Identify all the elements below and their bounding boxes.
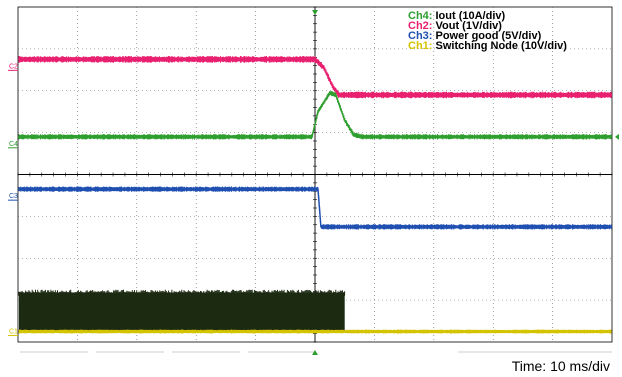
- legend-channel-desc: Iout (10A/div): [436, 10, 506, 22]
- legend-channel-desc: Vout (1V/div): [436, 20, 503, 32]
- time-per-div-label: Time: 10 ms/div: [512, 358, 610, 374]
- legend-channel-desc: Power good (5V/div): [436, 30, 542, 42]
- channel-marker-c3: C3: [9, 193, 18, 200]
- legend-entry: Ch1: Switching Node (10V/div): [408, 40, 567, 52]
- legend-channel-id: Ch3:: [408, 30, 436, 42]
- trace-switching-node-baseline: [18, 329, 612, 334]
- trigger-bottom-marker: [312, 350, 318, 355]
- legend-entry: Ch4: Iout (10A/div): [408, 10, 506, 22]
- legend-entry: Ch2: Vout (1V/div): [408, 20, 502, 32]
- trace-centerline: [18, 188, 612, 228]
- trace-switching-node-spikes: [18, 289, 346, 296]
- legend-channel-desc: Switching Node (10V/div): [436, 40, 568, 52]
- waveform-traces: [18, 56, 612, 334]
- trigger-position-marker: [312, 10, 318, 15]
- channel-marker-c2: C2: [9, 63, 18, 70]
- legend-channel-id: Ch4:: [408, 10, 436, 22]
- legend-channel-id: Ch1:: [408, 40, 436, 52]
- scope-grid: [17, 6, 619, 355]
- trace-centerline: [18, 91, 612, 138]
- legend-entry: Ch3: Power good (5V/div): [408, 30, 542, 42]
- trace-centerline: [18, 58, 612, 96]
- trace-switching-node-burst: [19, 292, 345, 332]
- legend-channel-id: Ch2:: [408, 20, 436, 32]
- channel-markers: C2 C4 C3 C1: [8, 63, 18, 337]
- channel-legend: Ch4: Iout (10A/div)Ch2: Vout (1V/div)Ch3…: [408, 10, 567, 52]
- trigger-level-marker: [615, 133, 619, 140]
- channel-marker-c4: C4: [9, 141, 18, 148]
- channel-marker-c1: C1: [9, 329, 18, 336]
